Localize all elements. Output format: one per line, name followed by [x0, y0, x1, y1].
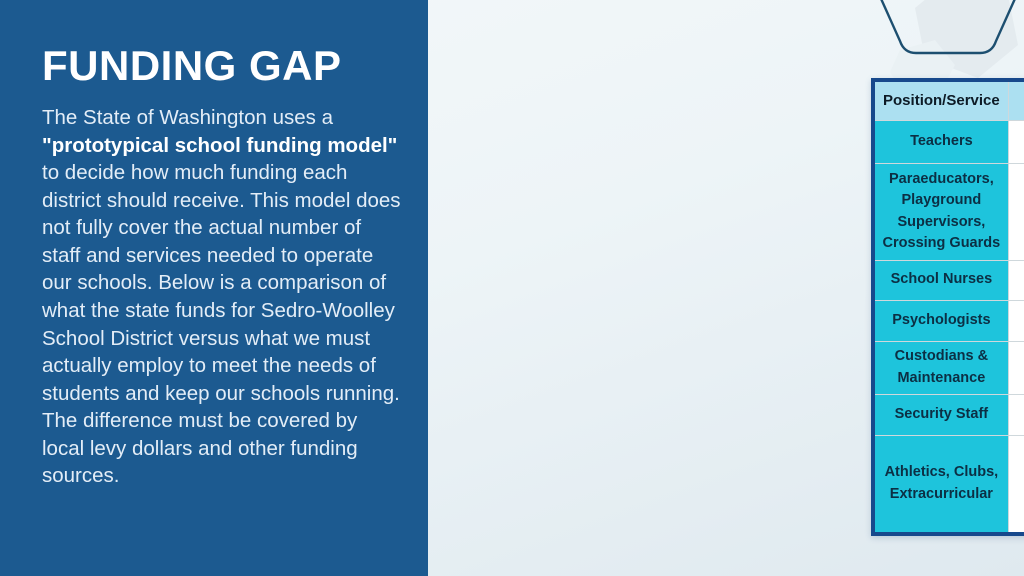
table-row: Custodians & Maintenance 6.82 28.83 22.0…: [872, 340, 1024, 395]
cell-position: Security Staff: [872, 393, 1009, 436]
cell-state-funds: 6.82: [1007, 340, 1024, 395]
cell-state-funds: 45.88: [1007, 162, 1024, 261]
cell-position: Paraeducators, Playground Supervisors, C…: [872, 162, 1009, 261]
table-row: Paraeducators, Playground Supervisors, C…: [872, 162, 1024, 261]
table-row: School Nurses 3.33 9 5.67: [872, 259, 1024, 301]
paragraph-part-1: The State of Washington uses a: [42, 106, 333, 130]
cell-state-funds: 219.23: [1007, 119, 1024, 164]
cell-position: Athletics, Clubs, Extracurricular: [872, 434, 1009, 534]
cell-state-funds: 0.79: [1007, 393, 1024, 436]
table-row: Athletics, Clubs, Extracurricular State …: [872, 434, 1024, 534]
table-row: Teachers 219.23 245.98 26.75: [872, 119, 1024, 164]
paragraph-part-2: to decide how much funding each district…: [42, 161, 401, 488]
cell-position: School Nurses: [872, 259, 1009, 301]
table-body: Teachers 219.23 245.98 26.75 Paraeducato…: [872, 119, 1024, 534]
funding-table: Position/Service State Funds SWSD Needs …: [871, 78, 1024, 536]
cell-position: Psychologists: [872, 299, 1009, 342]
table-row: Psychologists 0.7 6 5.3: [872, 299, 1024, 342]
hexagon-outline-icon: [880, 0, 1016, 55]
table-row: Security Staff 0.79 3 2.21: [872, 393, 1024, 436]
cell-state-funds: State does not provide dedicated funding: [1007, 434, 1024, 534]
paragraph-bold-phrase: "prototypical school funding model": [42, 133, 398, 157]
cell-state-funds: 0.7: [1007, 299, 1024, 342]
cell-position: Teachers: [872, 119, 1009, 164]
table-header: Position/Service State Funds SWSD Needs …: [872, 79, 1024, 121]
cell-state-funds: 3.33: [1007, 259, 1024, 301]
cell-position: Custodians & Maintenance: [872, 340, 1009, 395]
left-panel: FUNDING GAP The State of Washington uses…: [0, 0, 428, 576]
page-title: FUNDING GAP: [42, 42, 342, 89]
header-state-funds: State Funds: [1007, 79, 1024, 121]
content-area: Position/Service State Funds SWSD Needs …: [428, 0, 1024, 576]
intro-paragraph: The State of Washington uses a "prototyp…: [42, 104, 404, 490]
header-row: Position/Service State Funds SWSD Needs …: [872, 79, 1024, 121]
header-position-service: Position/Service: [872, 79, 1009, 121]
